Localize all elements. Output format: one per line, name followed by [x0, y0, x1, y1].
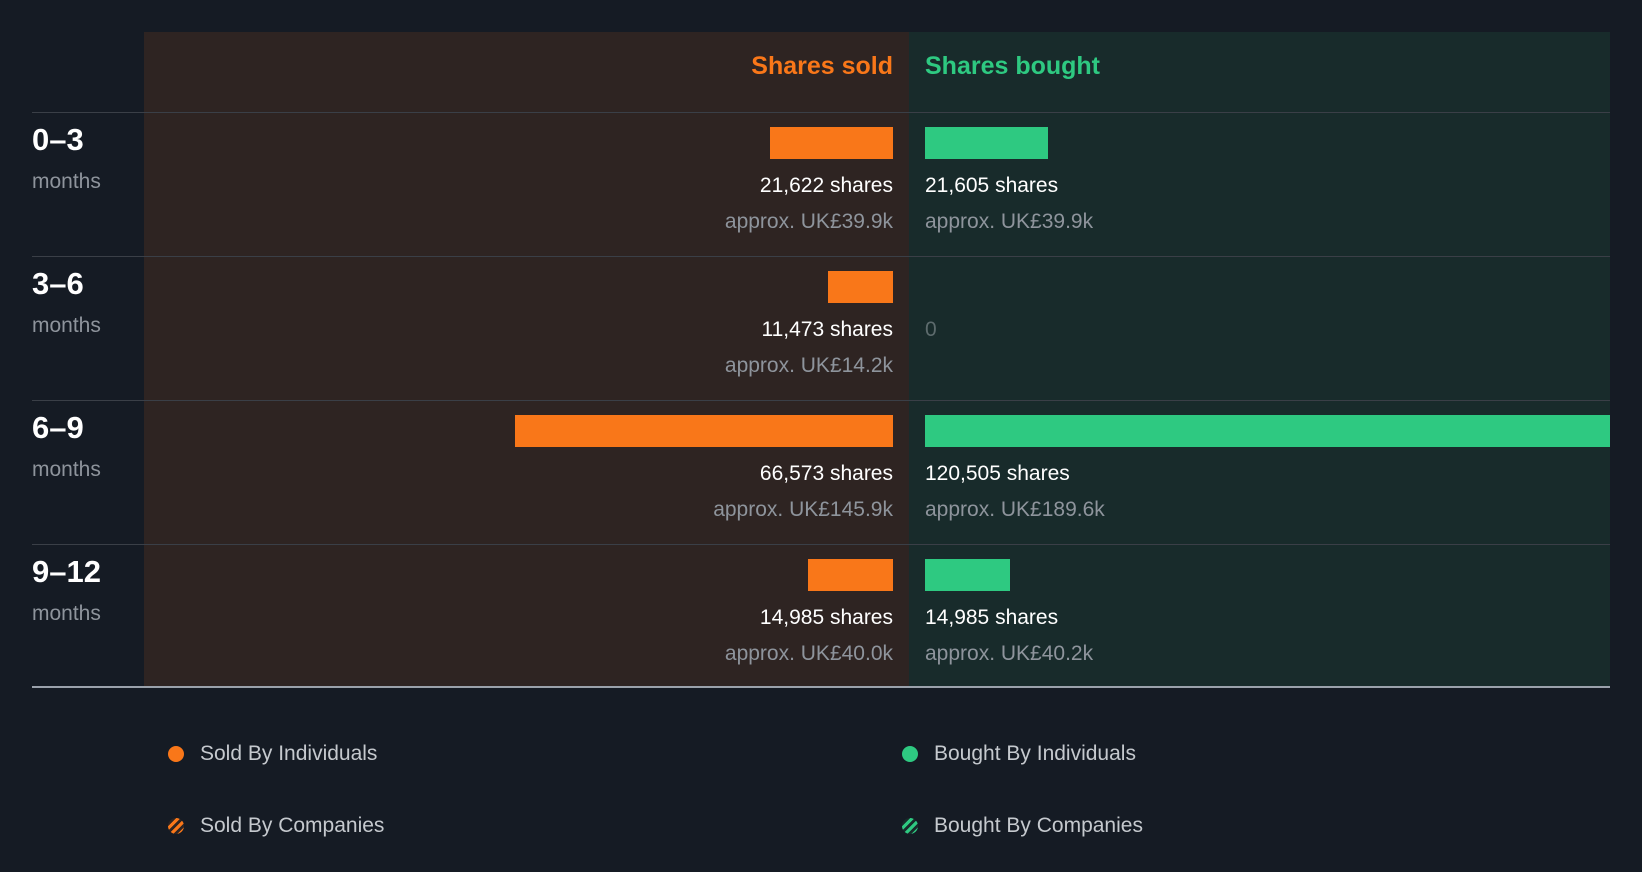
sold-value-label: approx. UK£14.2k: [724, 354, 893, 377]
row-6-9-months: 6–9 months 66,573 shares approx. UK£145.…: [0, 400, 1642, 544]
legend-sold-companies: Sold By Companies: [168, 814, 384, 838]
legend-label: Bought By Companies: [934, 814, 1143, 837]
period-unit: months: [32, 602, 101, 625]
orange-striped-dot-icon: [168, 818, 184, 834]
sold-bar: [807, 559, 893, 591]
row-0-3-months: 0–3 months 21,622 shares approx. UK£39.9…: [0, 112, 1642, 256]
green-striped-dot-icon: [902, 818, 918, 834]
chart-baseline: [32, 686, 1610, 688]
bought-bar: [925, 415, 1610, 447]
bought-shares-label: 21,605 shares: [925, 174, 1059, 197]
bought-value-label: approx. UK£39.9k: [925, 210, 1094, 233]
sold-shares-label: 21,622 shares: [759, 174, 893, 197]
row-divider: [32, 400, 1610, 401]
sold-shares-label: 66,573 shares: [759, 462, 893, 485]
bought-bar: [925, 127, 1048, 159]
period-label: 0–3: [32, 122, 84, 157]
bought-bar: [925, 559, 1011, 591]
orange-dot-icon: [168, 746, 184, 762]
row-divider: [32, 544, 1610, 545]
row-3-6-months: 3–6 months 11,473 shares approx. UK£14.2…: [0, 256, 1642, 400]
legend-label: Sold By Individuals: [200, 742, 378, 765]
period-unit: months: [32, 170, 101, 193]
period-label: 6–9: [32, 410, 84, 445]
bought-value-label: approx. UK£40.2k: [925, 642, 1094, 665]
legend-sold-individuals: Sold By Individuals: [168, 742, 377, 766]
period-label: 3–6: [32, 266, 84, 301]
period-unit: months: [32, 314, 101, 337]
period-label: 9–12: [32, 554, 101, 589]
bought-shares-label: 120,505 shares: [925, 462, 1070, 485]
row-divider: [32, 256, 1610, 257]
legend-bought-companies: Bought By Companies: [902, 814, 1143, 838]
bought-shares-label: 14,985 shares: [925, 606, 1059, 629]
shares-sold-header: Shares sold: [751, 52, 893, 80]
period-unit: months: [32, 458, 101, 481]
sold-shares-label: 14,985 shares: [759, 606, 893, 629]
sold-bar: [514, 415, 893, 447]
sold-bar: [770, 127, 893, 159]
sold-shares-label: 11,473 shares: [761, 318, 893, 341]
bought-value-label: approx. UK£189.6k: [925, 498, 1105, 521]
row-divider: [32, 112, 1610, 113]
sold-value-label: approx. UK£39.9k: [724, 210, 893, 233]
legend-label: Sold By Companies: [200, 814, 385, 837]
legend-bought-individuals: Bought By Individuals: [902, 742, 1136, 766]
shares-bought-header: Shares bought: [925, 52, 1101, 80]
sold-value-label: approx. UK£40.0k: [724, 642, 893, 665]
bought-zero-label: 0: [925, 318, 937, 341]
row-9-12-months: 9–12 months 14,985 shares approx. UK£40.…: [0, 544, 1642, 688]
sold-value-label: approx. UK£145.9k: [713, 498, 893, 521]
legend-label: Bought By Individuals: [934, 742, 1136, 765]
green-dot-icon: [902, 746, 918, 762]
sold-bar: [827, 271, 893, 303]
